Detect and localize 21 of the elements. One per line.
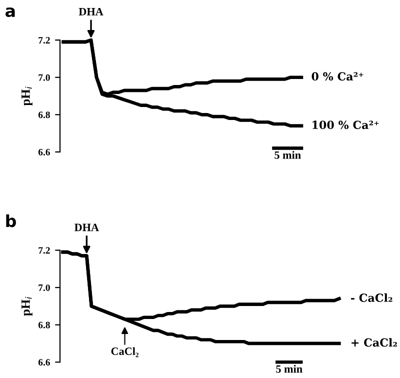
annotation: DHA — [78, 8, 104, 16]
series-label: 100 % Ca²⁺ — [312, 120, 379, 130]
text: 5 min — [276, 364, 302, 373]
y-tick-label: 6.8 — [38, 112, 50, 118]
y-tick-label: 6.8 — [38, 322, 50, 328]
annotation: 5 min — [274, 151, 301, 159]
y-tick-label: 6.6 — [38, 359, 50, 366]
annotation: CaCl₂ — [111, 347, 139, 358]
y-axis-title: pH$_{i}$ — [22, 86, 32, 106]
y-tick-label: 6.6 — [38, 148, 50, 156]
annotation: DHA — [74, 224, 99, 232]
series-label: 0 % Ca²⁺ — [312, 72, 364, 81]
y-tick-label: 7.0 — [38, 74, 50, 81]
y-tick-label: 7.0 — [38, 284, 50, 292]
series-label: + CaCl₂ — [352, 338, 397, 347]
y-tick-label: 7.2 — [38, 247, 50, 254]
y-tick-label: 7.2 — [38, 37, 50, 44]
chart-title: b — [6, 214, 16, 228]
y-axis-title: pH$_{i}$ — [22, 296, 32, 316]
series-label: - CaCl₂ — [350, 293, 392, 302]
chart-title: a — [6, 7, 15, 18]
